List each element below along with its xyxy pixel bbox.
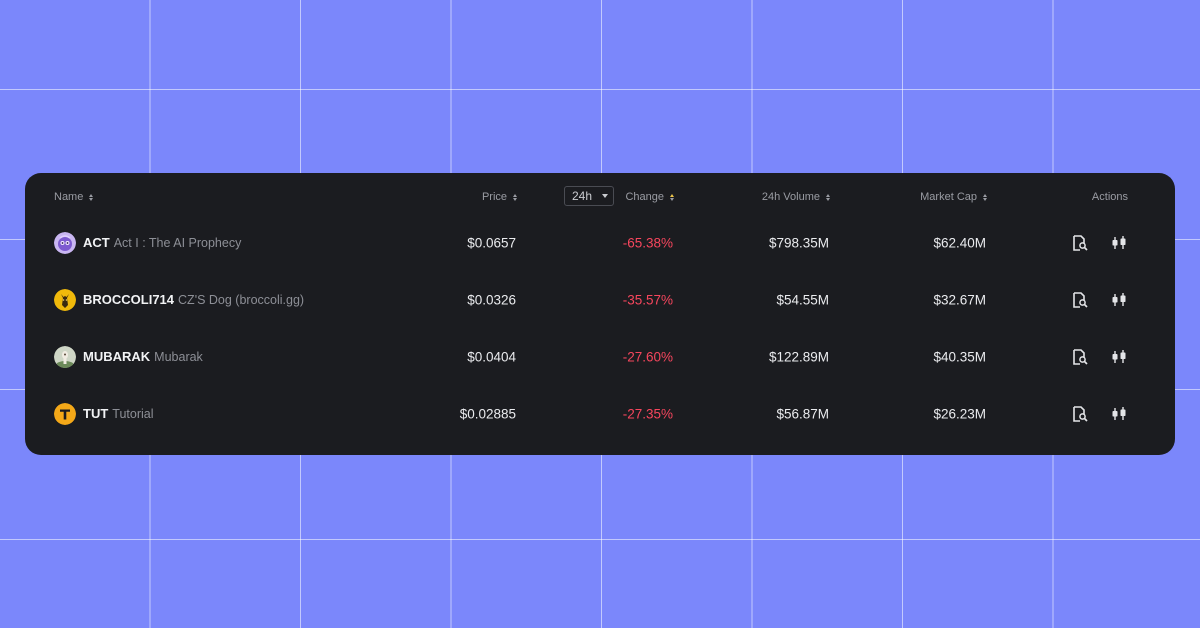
tut-logo-icon xyxy=(54,402,76,425)
mubarak-logo-icon xyxy=(54,345,76,368)
token-full-name: CZ'S Dog (broccoli.gg) xyxy=(178,292,305,307)
token-symbol: ACT xyxy=(83,235,110,250)
volume-value: $798.35M xyxy=(768,235,829,250)
change-value: -35.57% xyxy=(622,292,673,307)
token-details-icon[interactable] xyxy=(1072,348,1088,365)
market-cap-value: $32.67M xyxy=(933,292,986,307)
token-name-cell[interactable]: ACT Act I : The AI Prophecy xyxy=(54,231,242,254)
price-value: $0.0326 xyxy=(467,292,516,307)
market-cap-value: $62.40M xyxy=(933,235,986,250)
header-change[interactable]: Change xyxy=(625,189,674,205)
token-details-icon[interactable] xyxy=(1072,291,1088,308)
sort-icon xyxy=(513,193,517,201)
sort-icon xyxy=(983,193,987,201)
token-symbol: BROCCOLI714 xyxy=(83,292,175,307)
trade-chart-icon[interactable] xyxy=(1111,406,1127,422)
sort-icon xyxy=(89,193,94,201)
header-name[interactable]: Name xyxy=(54,189,94,205)
market-table: Name Price 24h Change 24h Volume Market … xyxy=(25,173,1175,455)
price-value: $0.02885 xyxy=(459,406,516,421)
volume-value: $54.55M xyxy=(776,292,829,307)
timeframe-select[interactable]: 24h xyxy=(564,186,614,206)
market-cap-value: $40.35M xyxy=(933,349,986,364)
token-full-name: Tutorial xyxy=(112,406,154,421)
market-cap-value: $26.23M xyxy=(933,406,986,421)
token-name-cell[interactable]: MUBARAK Mubarak xyxy=(54,345,203,368)
token-full-name: Act I : The AI Prophecy xyxy=(113,235,242,250)
change-value: -27.60% xyxy=(622,349,673,364)
price-value: $0.0657 xyxy=(467,235,516,250)
token-full-name: Mubarak xyxy=(154,349,203,364)
token-name-cell[interactable]: TUT Tutorial xyxy=(54,402,154,425)
volume-value: $122.89M xyxy=(768,349,829,364)
sort-active-icon xyxy=(670,193,674,201)
token-details-icon[interactable] xyxy=(1072,405,1088,422)
token-symbol: MUBARAK xyxy=(83,349,151,364)
header-market-cap[interactable]: Market Cap xyxy=(920,189,987,205)
token-symbol: TUT xyxy=(83,406,109,421)
change-value: -65.38% xyxy=(622,235,673,250)
sort-icon xyxy=(826,193,830,201)
token-details-icon[interactable] xyxy=(1072,234,1088,251)
broccoli-dog-logo-icon xyxy=(54,288,76,311)
table-row[interactable]: TUT Tutorial $0.02885 -27.35% $56.87M $2… xyxy=(25,385,1175,442)
chevron-down-icon xyxy=(602,194,608,198)
trade-chart-icon[interactable] xyxy=(1111,292,1127,308)
header-volume[interactable]: 24h Volume xyxy=(762,189,830,205)
change-value: -27.35% xyxy=(622,406,673,421)
table-row[interactable]: ACT Act I : The AI Prophecy $0.0657 -65.… xyxy=(25,214,1175,271)
header-price[interactable]: Price xyxy=(482,189,517,205)
header-actions: Actions xyxy=(1091,191,1128,203)
trade-chart-icon[interactable] xyxy=(1111,235,1127,251)
table-row[interactable]: MUBARAK Mubarak $0.0404 -27.60% $122.89M… xyxy=(25,328,1175,385)
act-logo-icon xyxy=(54,231,76,254)
token-name-cell[interactable]: BROCCOLI714 CZ'S Dog (broccoli.gg) xyxy=(54,288,305,311)
price-value: $0.0404 xyxy=(467,349,516,364)
trade-chart-icon[interactable] xyxy=(1111,349,1127,365)
table-row[interactable]: BROCCOLI714 CZ'S Dog (broccoli.gg) $0.03… xyxy=(25,271,1175,328)
volume-value: $56.87M xyxy=(776,406,829,421)
